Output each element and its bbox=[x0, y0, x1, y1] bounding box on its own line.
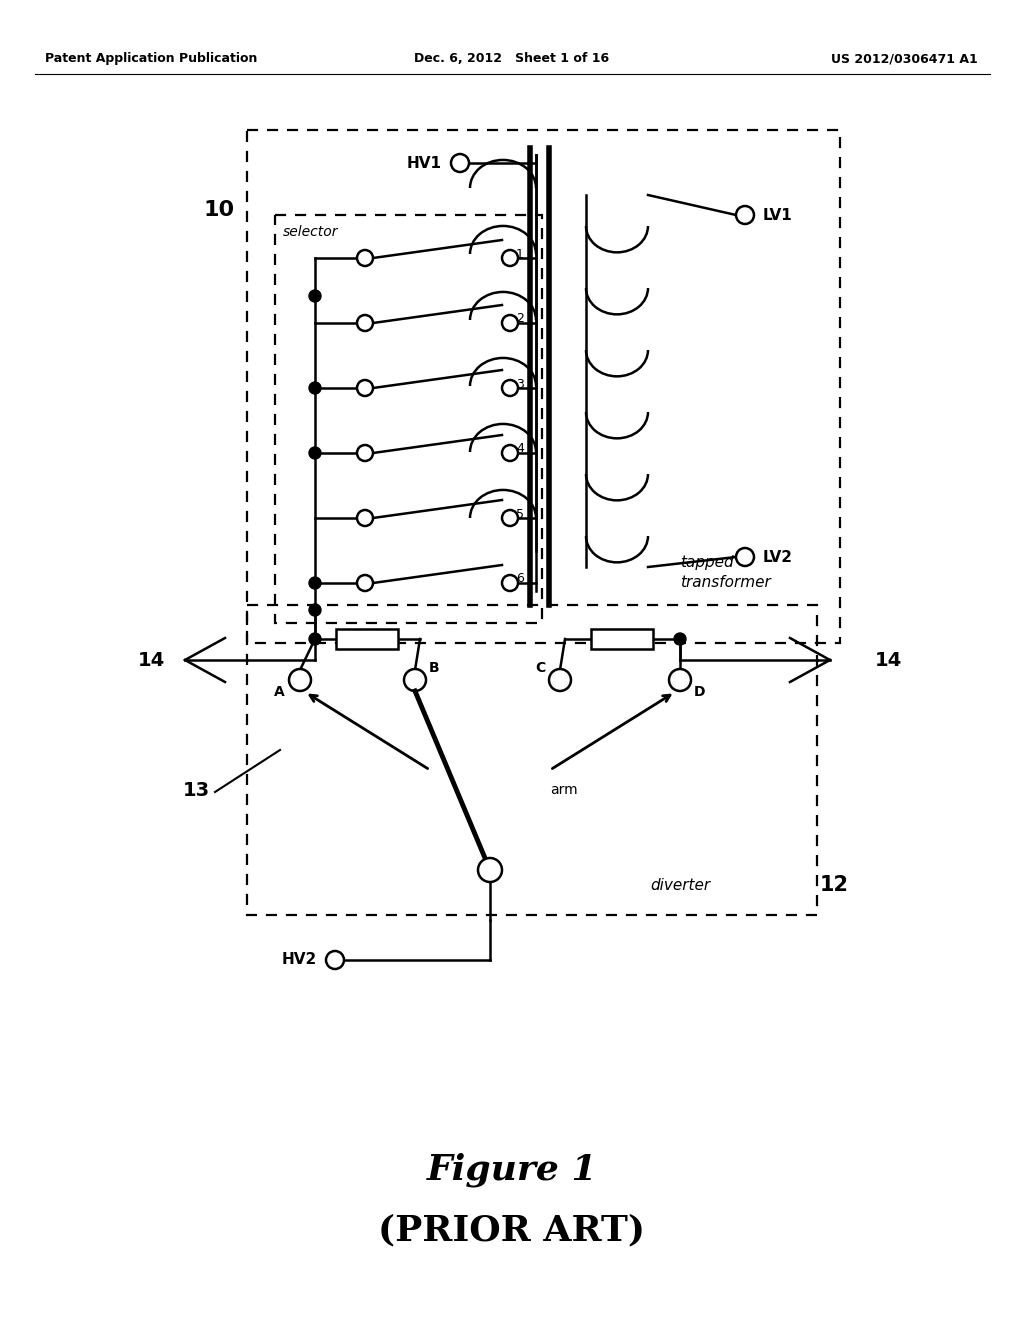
Circle shape bbox=[309, 447, 321, 459]
Circle shape bbox=[357, 249, 373, 267]
Text: A: A bbox=[274, 685, 285, 700]
Circle shape bbox=[309, 290, 321, 302]
Text: tapped
transformer: tapped transformer bbox=[680, 554, 771, 590]
Circle shape bbox=[502, 380, 518, 396]
Text: selector: selector bbox=[283, 224, 339, 239]
Circle shape bbox=[736, 206, 754, 224]
Circle shape bbox=[669, 669, 691, 690]
Text: 6: 6 bbox=[516, 573, 524, 586]
Circle shape bbox=[357, 315, 373, 331]
Text: 1: 1 bbox=[516, 248, 524, 260]
Circle shape bbox=[357, 510, 373, 525]
Circle shape bbox=[502, 445, 518, 461]
Bar bbox=[247, 605, 817, 915]
Text: arm: arm bbox=[550, 783, 578, 797]
Text: C: C bbox=[536, 661, 546, 675]
Text: 13: 13 bbox=[183, 780, 210, 800]
Circle shape bbox=[478, 858, 502, 882]
Circle shape bbox=[549, 669, 571, 690]
Text: (PRIOR ART): (PRIOR ART) bbox=[379, 1213, 645, 1247]
Circle shape bbox=[309, 605, 321, 616]
Text: 12: 12 bbox=[820, 875, 849, 895]
Text: HV1: HV1 bbox=[407, 156, 442, 170]
Circle shape bbox=[502, 315, 518, 331]
Circle shape bbox=[404, 669, 426, 690]
Circle shape bbox=[736, 548, 754, 566]
Text: 14: 14 bbox=[874, 651, 902, 669]
Text: 3: 3 bbox=[516, 378, 524, 391]
Text: 10: 10 bbox=[204, 201, 234, 220]
Text: LV1: LV1 bbox=[763, 207, 793, 223]
Text: Figure 1: Figure 1 bbox=[427, 1152, 597, 1187]
Text: Patent Application Publication: Patent Application Publication bbox=[45, 51, 257, 65]
Text: 14: 14 bbox=[138, 651, 165, 669]
Circle shape bbox=[357, 576, 373, 591]
Circle shape bbox=[309, 381, 321, 393]
Circle shape bbox=[674, 634, 686, 645]
Text: 4: 4 bbox=[516, 442, 524, 455]
Text: 2: 2 bbox=[516, 313, 524, 326]
Circle shape bbox=[357, 445, 373, 461]
Text: 5: 5 bbox=[516, 507, 524, 520]
Text: HV2: HV2 bbox=[282, 953, 317, 968]
Text: diverter: diverter bbox=[650, 878, 710, 892]
Circle shape bbox=[451, 154, 469, 172]
Circle shape bbox=[502, 510, 518, 525]
Circle shape bbox=[309, 634, 321, 645]
Circle shape bbox=[357, 380, 373, 396]
Text: B: B bbox=[429, 661, 439, 675]
Bar bbox=[275, 215, 542, 623]
Bar bbox=[336, 630, 398, 649]
Text: US 2012/0306471 A1: US 2012/0306471 A1 bbox=[831, 51, 978, 65]
Bar bbox=[247, 129, 840, 643]
Bar bbox=[591, 630, 653, 649]
Circle shape bbox=[326, 950, 344, 969]
Circle shape bbox=[502, 249, 518, 267]
Text: D: D bbox=[694, 685, 706, 700]
Text: LV2: LV2 bbox=[763, 549, 793, 565]
Circle shape bbox=[502, 576, 518, 591]
Circle shape bbox=[289, 669, 311, 690]
Circle shape bbox=[309, 577, 321, 589]
Text: Dec. 6, 2012   Sheet 1 of 16: Dec. 6, 2012 Sheet 1 of 16 bbox=[415, 51, 609, 65]
